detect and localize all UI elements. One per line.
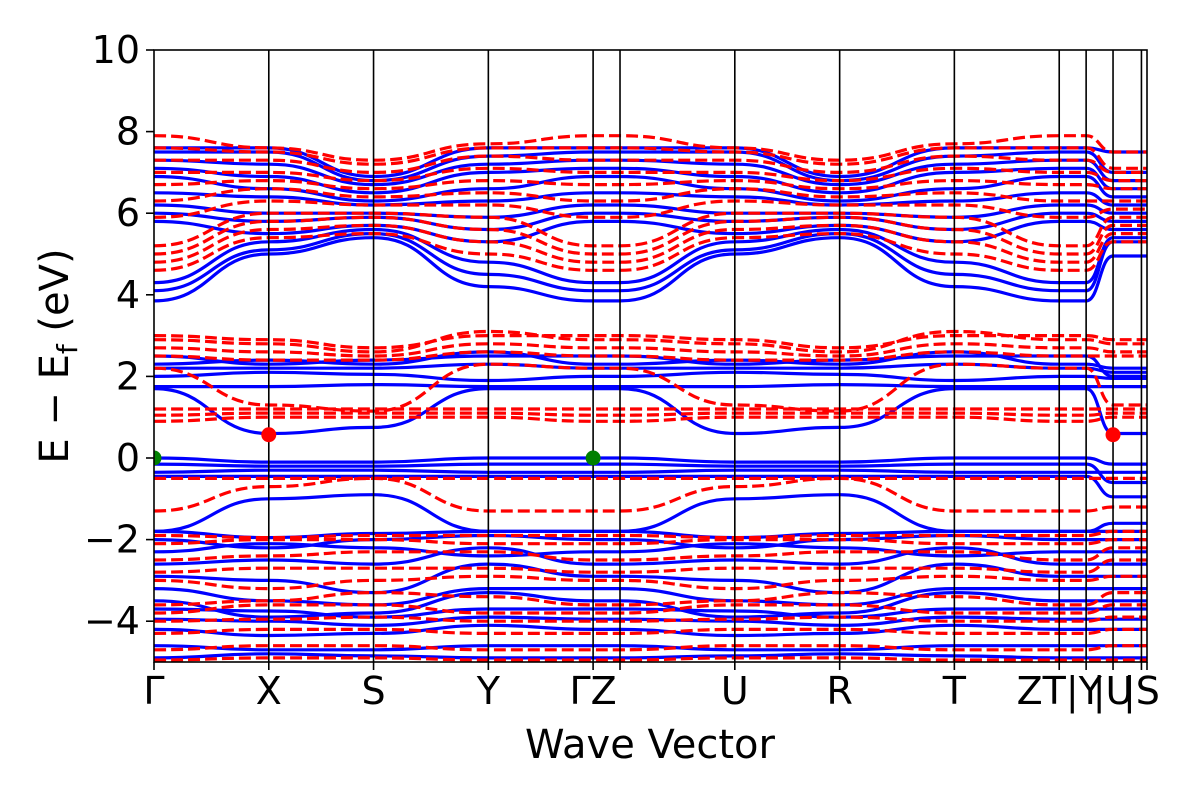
y-axis-title: E − Ef (eV)	[32, 248, 84, 463]
spin-down-band-7	[154, 558, 1147, 574]
y-axis-title-sub: f	[51, 343, 84, 354]
x-tick-label: Y	[476, 669, 501, 713]
plot-frame	[153, 49, 1148, 663]
x-tick-label: ΓZ	[570, 669, 617, 713]
x-tick-label: T	[942, 669, 967, 713]
y-tick-label: 0	[116, 436, 140, 480]
spin-down-band-20	[154, 333, 1147, 350]
vbm-marker-1	[585, 450, 601, 466]
spin-down-band-2	[154, 627, 1147, 636]
spin-down-band-29	[154, 154, 1147, 175]
spin-down-band-17	[154, 350, 1147, 362]
y-tick-label: 4	[116, 273, 140, 317]
spin-down-band-28	[154, 166, 1147, 183]
extrema-markers	[154, 427, 1121, 466]
cbm-marker-3	[1105, 427, 1121, 443]
x-tick-label: |S	[1123, 669, 1160, 714]
spin-down-band-1	[154, 644, 1147, 652]
spin-down-band-19	[154, 329, 1147, 354]
y-tick-label: 2	[116, 354, 140, 398]
y-tick-label: 10	[92, 28, 140, 72]
spin-down-band-9	[154, 537, 1147, 546]
vbm-marker-0	[154, 450, 162, 466]
x-tick-label: ZT|Y	[1017, 669, 1103, 714]
spin-down-band-10	[154, 529, 1147, 540]
y-tick-label: −2	[84, 518, 140, 562]
y-tick-label: 8	[116, 110, 140, 154]
spin-down-band-30	[154, 146, 1147, 170]
spin-down-band-14	[154, 411, 1147, 417]
x-tick-label: U	[721, 669, 749, 713]
x-tick-label: |U	[1093, 669, 1134, 714]
kpoint-lines	[267, 50, 1143, 662]
x-tick-label: R	[826, 669, 852, 713]
spin-down-band-8	[154, 546, 1147, 562]
spin-down-band-3	[154, 615, 1147, 623]
y-tick-label: −4	[84, 599, 140, 643]
x-tick-label: S	[361, 669, 385, 713]
x-axis-ticks: Γ X S Y ΓZ U R T ZT|Y|U|S	[143, 662, 1160, 714]
y-tick-label: 6	[116, 191, 140, 235]
spin-down-band-27	[154, 179, 1147, 191]
spin-down-band-0	[154, 656, 1147, 662]
y-axis-title-unit: (eV)	[32, 248, 78, 344]
x-axis-title: Wave Vector	[525, 722, 776, 768]
y-axis-ticks: −4 −2 0 2 4 6 8 10	[84, 28, 154, 643]
cbm-marker-2	[261, 427, 277, 443]
y-axis-title-main: E − E	[32, 354, 78, 464]
spin-down-band-13	[154, 415, 1147, 423]
x-tick-label: Γ	[143, 669, 164, 713]
spin-down-band-18	[154, 342, 1147, 358]
x-tick-label: X	[256, 669, 282, 713]
